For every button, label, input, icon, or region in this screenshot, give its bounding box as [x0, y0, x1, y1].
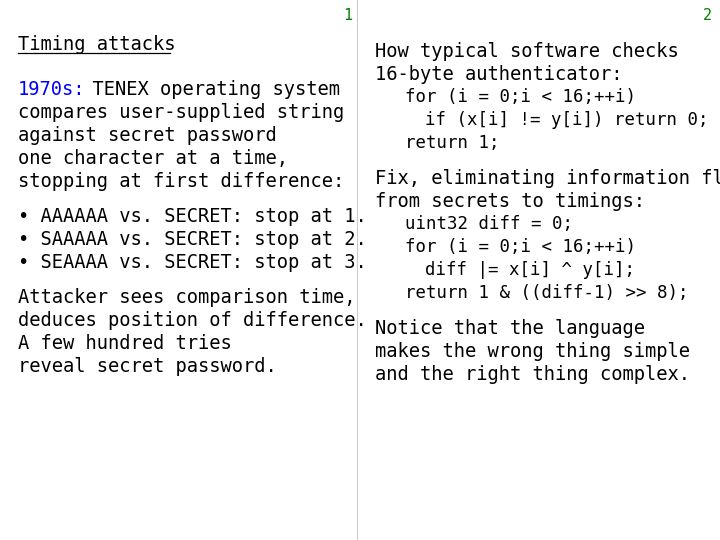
- Text: diff |= x[i] ^ y[i];: diff |= x[i] ^ y[i];: [425, 261, 635, 279]
- Text: and the right thing complex.: and the right thing complex.: [375, 365, 690, 384]
- Text: against secret password: against secret password: [18, 126, 276, 145]
- Text: for (i = 0;i < 16;++i): for (i = 0;i < 16;++i): [405, 238, 636, 256]
- Text: 16-byte authenticator:: 16-byte authenticator:: [375, 65, 623, 84]
- Text: Attacker sees comparison time,: Attacker sees comparison time,: [18, 288, 356, 307]
- Text: makes the wrong thing simple: makes the wrong thing simple: [375, 342, 690, 361]
- Text: Notice that the language: Notice that the language: [375, 319, 645, 338]
- Text: reveal secret password.: reveal secret password.: [18, 357, 276, 376]
- Text: stopping at first difference:: stopping at first difference:: [18, 172, 344, 191]
- Text: deduces position of difference.: deduces position of difference.: [18, 311, 366, 330]
- Text: • SAAAAA vs. SECRET: stop at 2.: • SAAAAA vs. SECRET: stop at 2.: [18, 230, 366, 249]
- Text: A few hundred tries: A few hundred tries: [18, 334, 232, 353]
- Text: TENEX operating system: TENEX operating system: [70, 80, 340, 99]
- Text: Fix, eliminating information flow: Fix, eliminating information flow: [375, 169, 720, 188]
- Text: if (x[i] != y[i]) return 0;: if (x[i] != y[i]) return 0;: [425, 111, 708, 129]
- Text: from secrets to timings:: from secrets to timings:: [375, 192, 645, 211]
- Text: 2: 2: [703, 8, 712, 23]
- Text: • AAAAAA vs. SECRET: stop at 1.: • AAAAAA vs. SECRET: stop at 1.: [18, 207, 366, 226]
- Text: • SEAAAA vs. SECRET: stop at 3.: • SEAAAA vs. SECRET: stop at 3.: [18, 253, 366, 272]
- Text: return 1;: return 1;: [405, 134, 500, 152]
- Text: How typical software checks: How typical software checks: [375, 42, 679, 61]
- Text: 1970s:: 1970s:: [18, 80, 86, 99]
- Text: uint32 diff = 0;: uint32 diff = 0;: [405, 215, 573, 233]
- Text: 1: 1: [343, 8, 352, 23]
- Text: compares user-supplied string: compares user-supplied string: [18, 103, 344, 122]
- Text: Timing attacks: Timing attacks: [18, 35, 176, 54]
- Text: one character at a time,: one character at a time,: [18, 149, 288, 168]
- Text: for (i = 0;i < 16;++i): for (i = 0;i < 16;++i): [405, 88, 636, 106]
- Text: return 1 & ((diff-1) >> 8);: return 1 & ((diff-1) >> 8);: [405, 284, 688, 302]
